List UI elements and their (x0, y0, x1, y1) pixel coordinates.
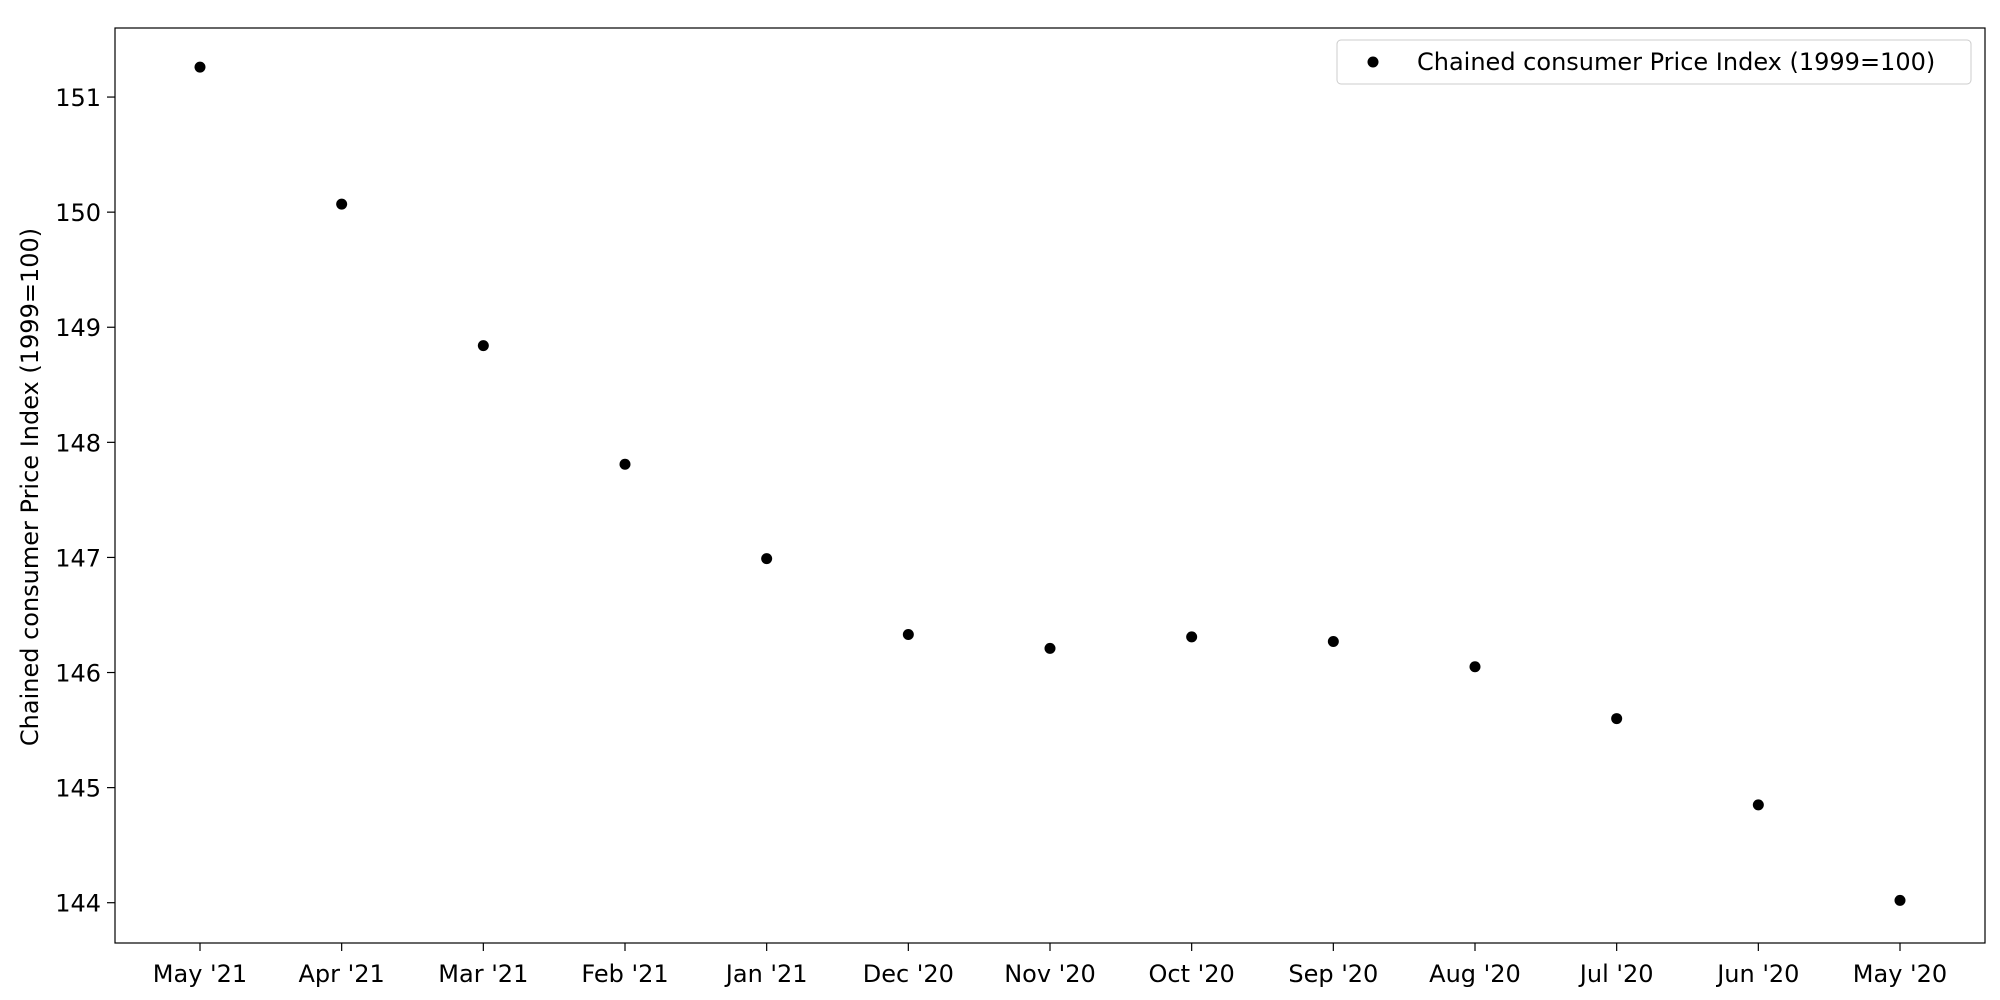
y-tick-label: 146 (55, 660, 101, 688)
y-tick-label: 147 (55, 544, 101, 572)
data-point (902, 629, 914, 641)
legend-box (1336, 39, 1972, 85)
x-tick-label: Jul '20 (1578, 960, 1654, 988)
plot-area (114, 27, 1986, 944)
x-tick-label: May '20 (1853, 960, 1947, 988)
legend-marker (1367, 56, 1379, 68)
data-point (194, 61, 206, 73)
data-point (761, 553, 773, 565)
data-point (336, 198, 348, 210)
x-tick-label: Apr '21 (299, 960, 385, 988)
y-axis: 144 145 146 147 148 149 150 151 (55, 84, 115, 918)
x-tick-label: Jun '20 (1715, 960, 1799, 988)
x-tick-label: Feb '21 (581, 960, 668, 988)
y-tick-label: 144 (55, 890, 101, 918)
data-point (1044, 642, 1056, 654)
x-tick-label: Mar '21 (438, 960, 528, 988)
x-tick-label: May '21 (153, 960, 247, 988)
x-tick-label: Nov '20 (1004, 960, 1096, 988)
y-tick-label: 149 (55, 314, 101, 342)
x-tick-label: Aug '20 (1429, 960, 1521, 988)
data-point (1611, 713, 1623, 725)
y-tick-label: 151 (55, 84, 101, 112)
data-point (1894, 894, 1906, 906)
x-axis: May '21 Apr '21 Mar '21 Feb '21 Jan '21 Dec '… (153, 943, 1947, 988)
plot-frame (114, 27, 1986, 944)
y-tick-label: 148 (55, 429, 101, 457)
legend: Chained consumer Price Index (1999=100) (1336, 39, 1972, 85)
data-point (1327, 635, 1339, 647)
data-points (194, 61, 1906, 906)
data-point (477, 340, 489, 352)
legend-label: Chained consumer Price Index (1999=100) (1417, 48, 1935, 76)
data-point (619, 458, 631, 470)
y-tick-label: 145 (55, 775, 101, 803)
data-point (1752, 799, 1764, 811)
y-tick-label: 150 (55, 199, 101, 227)
data-point (1186, 631, 1198, 643)
y-axis-title: Chained consumer Price Index (1999=100) (16, 228, 44, 746)
x-tick-label: Sep '20 (1288, 960, 1378, 988)
data-point (1469, 661, 1481, 673)
x-tick-label: Oct '20 (1149, 960, 1235, 988)
x-tick-label: Jan '21 (724, 960, 808, 988)
x-tick-label: Dec '20 (863, 960, 954, 988)
